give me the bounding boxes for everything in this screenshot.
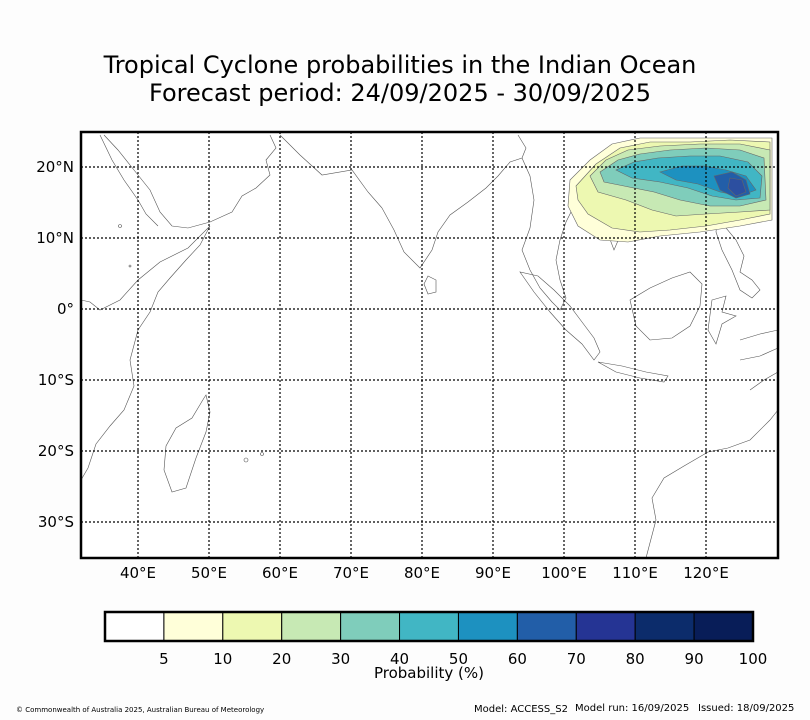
lon-label: 70°E bbox=[333, 564, 369, 582]
colorbar-segment bbox=[281, 611, 342, 642]
longitude-labels: 40°E 50°E 60°E 70°E 80°E 90°E 100°E 110°… bbox=[120, 564, 729, 582]
colorbar-tick-label: 20 bbox=[272, 650, 291, 668]
colorbar-tick-label: 60 bbox=[508, 650, 527, 668]
lon-label: 90°E bbox=[475, 564, 511, 582]
colorbar-tick-label: 30 bbox=[331, 650, 350, 668]
lat-label: 20°N bbox=[36, 158, 74, 176]
model-run-date: Model run: 16/09/2025 bbox=[575, 703, 690, 714]
colorbar-tick-label: 70 bbox=[567, 650, 586, 668]
graticule bbox=[81, 132, 778, 558]
colorbar-segment bbox=[222, 611, 283, 642]
latitude-labels: 20°N 10°N 0° 10°S 20°S 30°S bbox=[36, 158, 74, 531]
colorbar-tick-label: 50 bbox=[449, 650, 468, 668]
lon-label: 80°E bbox=[404, 564, 440, 582]
colorbar-segment bbox=[516, 611, 577, 642]
colorbar-tick-label: 100 bbox=[739, 650, 768, 668]
coastlines bbox=[80, 134, 779, 559]
colorbar-tick-label: 90 bbox=[685, 650, 704, 668]
colorbar-tick-label: 40 bbox=[390, 650, 409, 668]
colorbar-segment bbox=[575, 611, 636, 642]
colorbar-tick-label: 5 bbox=[159, 650, 169, 668]
lon-label: 110°E bbox=[612, 564, 658, 582]
colorbar-tick-label: 80 bbox=[626, 650, 645, 668]
model-name: Model: ACCESS_S2 bbox=[474, 704, 568, 715]
map-border bbox=[79, 130, 780, 560]
lon-label: 60°E bbox=[262, 564, 298, 582]
colorbar bbox=[103, 610, 755, 643]
colorbar-segment bbox=[104, 611, 165, 642]
issued-date: Issued: 18/09/2025 bbox=[698, 703, 795, 714]
colorbar-segment bbox=[634, 611, 695, 642]
colorbar-segment bbox=[693, 611, 754, 642]
lat-label: 20°S bbox=[38, 442, 74, 460]
colorbar-tick-label: 10 bbox=[213, 650, 232, 668]
colorbar-outline bbox=[103, 610, 755, 643]
lat-label: 0° bbox=[57, 300, 74, 318]
lon-label: 50°E bbox=[191, 564, 227, 582]
colorbar-ticks: 5 10 20 30 40 50 60 70 80 90 100 bbox=[159, 650, 767, 668]
lat-label: 30°S bbox=[38, 513, 74, 531]
probability-contours bbox=[567, 137, 773, 243]
lat-label: 10°N bbox=[36, 229, 74, 247]
copyright-notice: © Commonwealth of Australia 2025, Austra… bbox=[16, 706, 265, 714]
colorbar-segment bbox=[399, 611, 459, 642]
lon-label: 40°E bbox=[120, 564, 156, 582]
contour-70 bbox=[727, 177, 747, 197]
chart-title-line2: Forecast period: 24/09/2025 - 30/09/2025 bbox=[149, 79, 651, 107]
colorbar-segment bbox=[340, 611, 401, 642]
colorbar-segment bbox=[457, 611, 518, 642]
chart-title-line1: Tropical Cyclone probabilities in the In… bbox=[103, 51, 697, 79]
lon-label: 100°E bbox=[541, 564, 587, 582]
colorbar-label: Probability (%) bbox=[374, 664, 484, 682]
colorbar-segment bbox=[163, 611, 224, 642]
lat-label: 10°S bbox=[38, 371, 74, 389]
lon-label: 120°E bbox=[683, 564, 729, 582]
